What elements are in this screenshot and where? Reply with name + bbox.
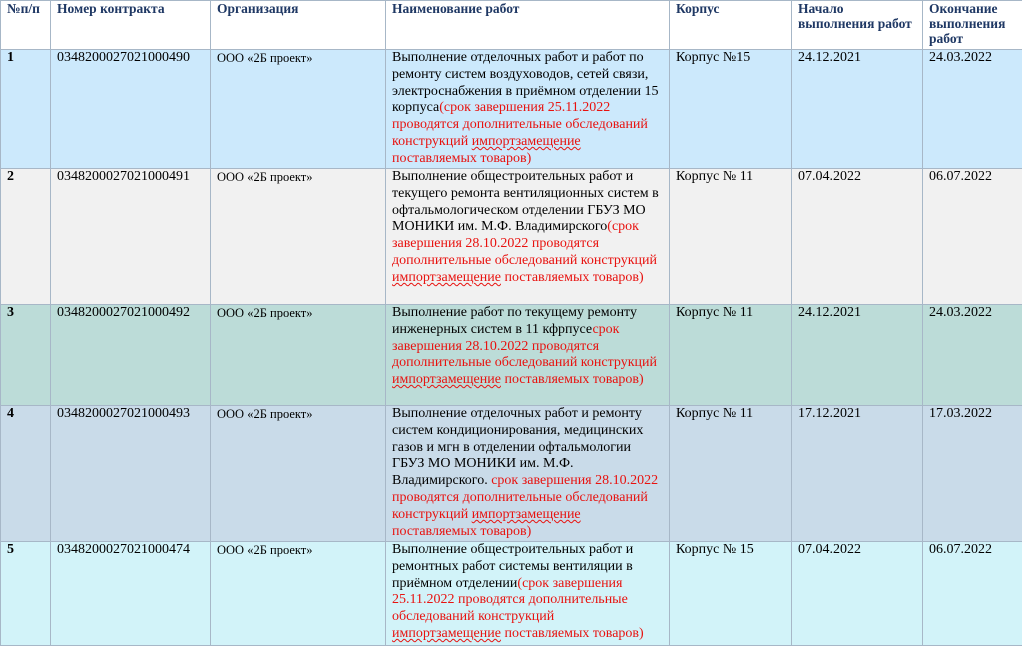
row-start: 17.12.2021	[791, 405, 923, 542]
table-row: 3 0348200027021000492 ООО «2Б проект» Вы…	[0, 304, 1022, 406]
row-contract: 0348200027021000492	[50, 304, 211, 406]
table-row: 5 0348200027021000474 ООО «2Б проект» Вы…	[0, 541, 1022, 646]
row-start: 07.04.2022	[791, 541, 923, 646]
header-end: Окончание выполнения работ	[922, 0, 1022, 50]
works-main: Выполнение работ по текущему ремонту инж…	[392, 305, 637, 337]
row-org: ООО «2Б проект»	[210, 405, 386, 542]
header-num: №п/п	[0, 0, 51, 50]
header-works: Наименование работ	[385, 0, 670, 50]
row-org: ООО «2Б проект»	[210, 168, 386, 305]
row-num: 1	[0, 49, 51, 169]
works-note: (срок завершения 25.11.2022 проводятся д…	[392, 100, 648, 166]
table-row: 4 0348200027021000493 ООО «2Б проект» Вы…	[0, 405, 1022, 542]
row-end: 24.03.2022	[922, 304, 1022, 406]
row-num: 5	[0, 541, 51, 646]
row-org: ООО «2Б проект»	[210, 49, 386, 169]
works-note: срок завершения 28.10.2022 проводятся до…	[392, 473, 659, 539]
works-main: Выполнение общестроительных работ и ремо…	[392, 542, 634, 591]
header-start: Начало выполнения работ	[791, 0, 923, 50]
row-start: 24.12.2021	[791, 49, 923, 169]
row-org: ООО «2Б проект»	[210, 541, 386, 646]
row-works: Выполнение общестроительных работ и ремо…	[385, 541, 670, 646]
table-row: 2 0348200027021000491 ООО «2Б проект» Вы…	[0, 168, 1022, 305]
row-end: 06.07.2022	[922, 168, 1022, 305]
row-end: 17.03.2022	[922, 405, 1022, 542]
header-contract: Номер контракта	[50, 0, 211, 50]
row-start: 24.12.2021	[791, 304, 923, 406]
row-building: Корпус № 11	[669, 168, 792, 305]
row-building: Корпус № 11	[669, 304, 792, 406]
works-main: Выполнение общестроительных работ и теку…	[392, 169, 659, 235]
row-contract: 0348200027021000474	[50, 541, 211, 646]
table-row: 1 0348200027021000490 ООО «2Б проект» Вы…	[0, 49, 1022, 169]
row-contract: 0348200027021000490	[50, 49, 211, 169]
row-building: Корпус № 15	[669, 541, 792, 646]
row-start: 07.04.2022	[791, 168, 923, 305]
header-org: Организация	[210, 0, 386, 50]
works-main: Выполнение отделочных работ и работ по р…	[392, 50, 659, 116]
row-contract: 0348200027021000493	[50, 405, 211, 542]
row-num: 2	[0, 168, 51, 305]
row-works: Выполнение работ по текущему ремонту инж…	[385, 304, 670, 406]
row-building: Корпус № 11	[669, 405, 792, 542]
row-building: Корпус №15	[669, 49, 792, 169]
works-note: (срок завершения 25.11.2022 проводятся д…	[392, 575, 644, 641]
works-main: Выполнение отделочных работ и ремонту си…	[392, 406, 644, 489]
row-num: 3	[0, 304, 51, 406]
row-end: 06.07.2022	[922, 541, 1022, 646]
row-works: Выполнение отделочных работ и работ по р…	[385, 49, 670, 169]
works-note: (срок завершения 28.10.2022 проводятся д…	[392, 219, 657, 285]
row-org: ООО «2Б проект»	[210, 304, 386, 406]
works-note: срок завершения 28.10.2022 проводятся до…	[392, 321, 657, 388]
row-contract: 0348200027021000491	[50, 168, 211, 305]
row-works: Выполнение общестроительных работ и теку…	[385, 168, 670, 305]
header-building: Корпус	[669, 0, 792, 50]
table-header-row: №п/п Номер контракта Организация Наимено…	[0, 0, 1022, 50]
row-num: 4	[0, 405, 51, 542]
row-end: 24.03.2022	[922, 49, 1022, 169]
row-works: Выполнение отделочных работ и ремонту си…	[385, 405, 670, 542]
